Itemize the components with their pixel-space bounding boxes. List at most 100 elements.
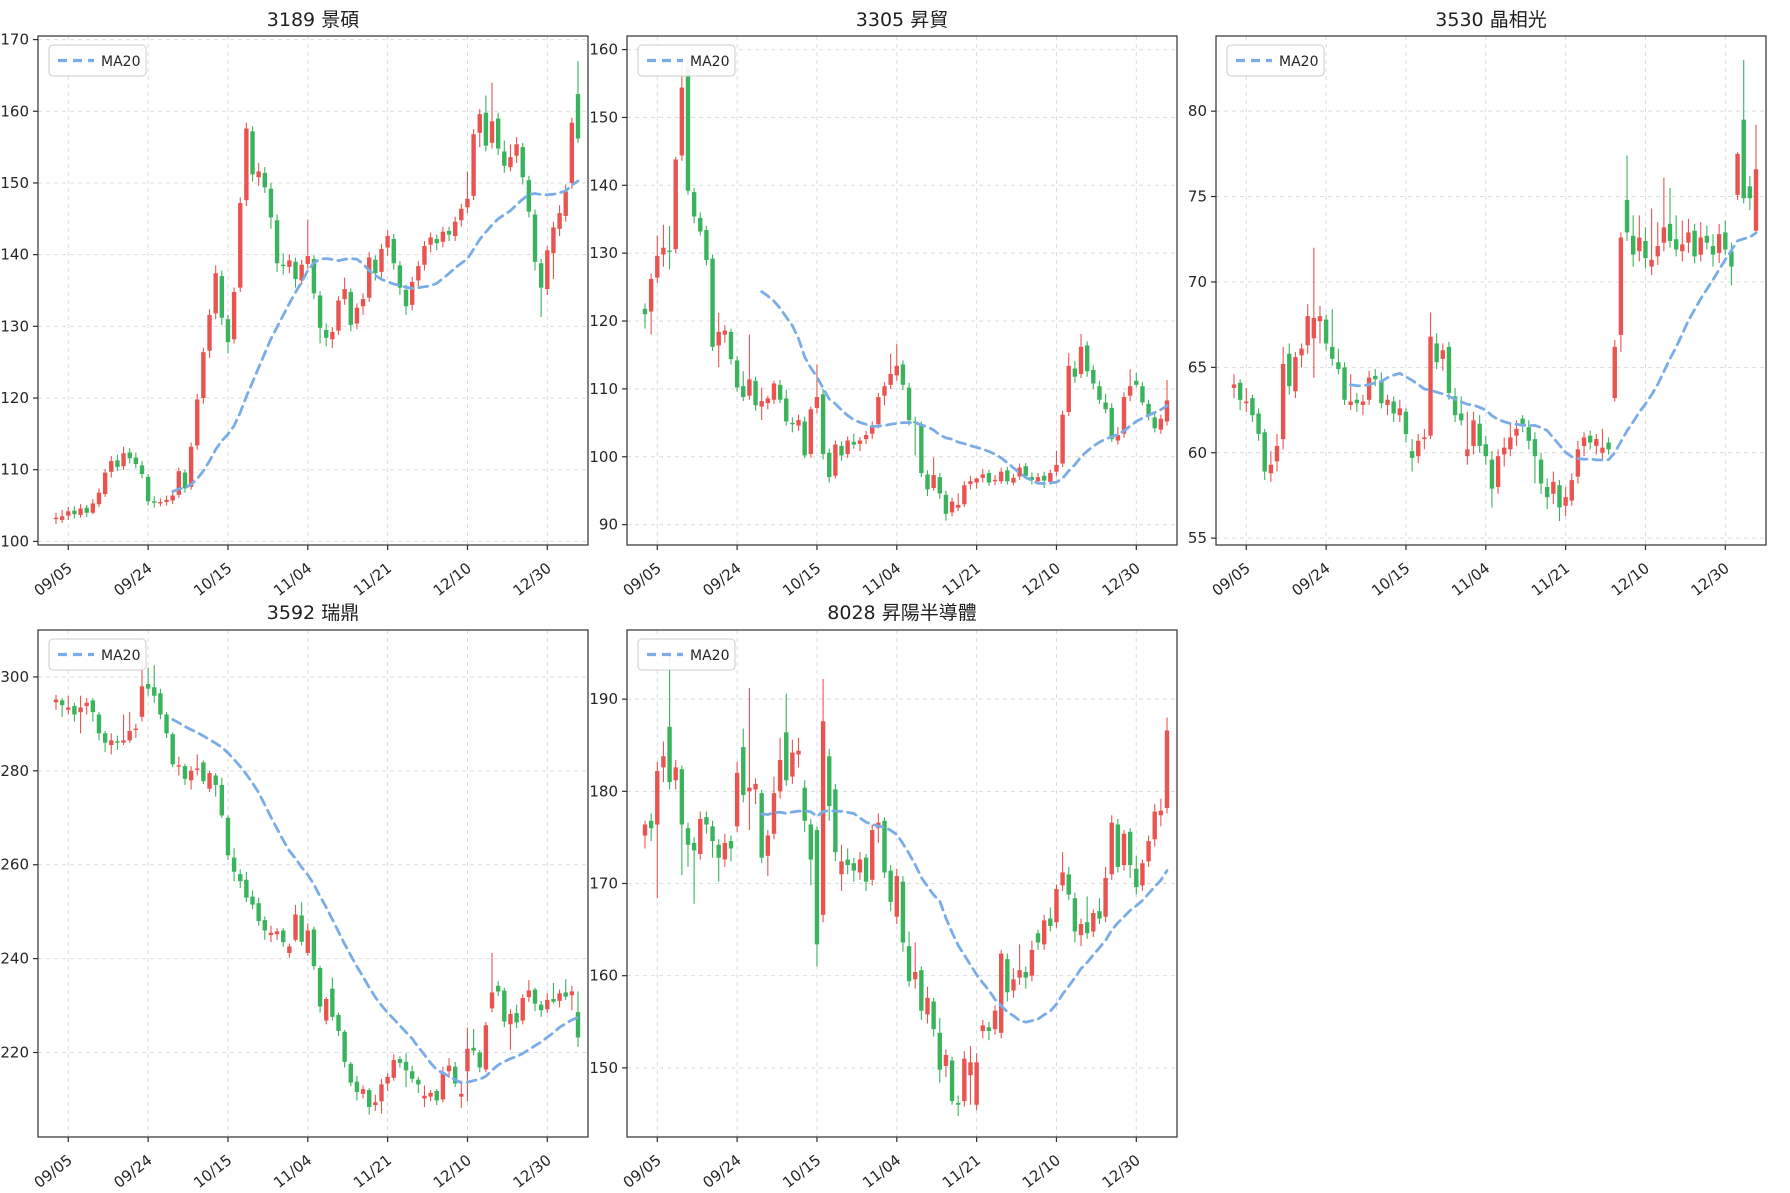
candle-body: [164, 714, 169, 734]
candle-body: [1379, 381, 1384, 404]
candle-body: [722, 330, 728, 335]
candle-body: [1115, 435, 1121, 441]
candle-body: [1422, 437, 1427, 440]
candle-body: [471, 1047, 476, 1051]
candle-body: [1403, 411, 1409, 434]
candle-body: [238, 874, 243, 882]
x-tick-label: 09/05: [620, 1151, 665, 1189]
candle-body: [324, 329, 329, 338]
y-tick-label: 55: [1188, 529, 1207, 547]
candle-body: [502, 151, 507, 166]
candle-body: [508, 1014, 513, 1025]
chart-3530: 55 60 65 70 75 80 09/05 09/24 10/15 11/04 11/21 12/…: [1188, 35, 1767, 600]
candle-body: [857, 440, 863, 444]
candle-body: [1164, 400, 1170, 422]
candle-body: [1391, 401, 1396, 414]
candle-body: [1152, 417, 1157, 429]
candle-body: [1091, 369, 1096, 384]
candle-body: [115, 741, 120, 743]
candle-body: [716, 331, 721, 346]
candle-body: [827, 452, 832, 478]
plot-border: [1215, 35, 1767, 546]
ma20-line: [760, 290, 1169, 486]
candle-body: [391, 238, 396, 264]
x-tick-label: 10/15: [779, 559, 824, 600]
x-tick-label: 12/30: [1688, 559, 1733, 600]
candle-body: [845, 859, 850, 866]
candle-body: [759, 793, 764, 858]
candle-body: [545, 250, 550, 290]
candle-body: [1502, 447, 1507, 455]
x-tick-label: 12/30: [1099, 559, 1144, 600]
candle-body: [992, 1010, 998, 1030]
legend: MA20: [48, 638, 147, 671]
candle-body: [409, 281, 415, 305]
candle-body: [1035, 933, 1041, 943]
candle-body: [330, 988, 335, 1017]
candle-body: [305, 256, 310, 264]
candle-body: [373, 1102, 378, 1106]
candle-body: [434, 1090, 439, 1101]
x-tick-label: 11/04: [270, 1151, 315, 1189]
candle-body: [176, 471, 182, 495]
candle-body: [1581, 437, 1587, 446]
x-tick-label: 11/04: [270, 559, 315, 600]
candle-body: [888, 870, 893, 902]
candle-body: [188, 770, 194, 781]
candle-body: [943, 494, 949, 514]
candle-body: [1741, 119, 1746, 199]
candle-body: [158, 501, 163, 504]
candle-body: [1723, 232, 1728, 250]
candle-body: [1557, 485, 1562, 508]
candle-body: [1360, 401, 1366, 405]
ma20-line: [760, 809, 1169, 1024]
candle-body: [1655, 246, 1660, 257]
y-tick-label: 75: [1188, 188, 1207, 206]
candle-body: [575, 94, 581, 139]
y-tick-label: 100: [589, 448, 618, 466]
candle-body: [459, 1093, 464, 1097]
candle-body: [145, 683, 151, 689]
candle-body: [655, 771, 660, 825]
candle-body: [691, 842, 697, 851]
candle-body: [876, 397, 881, 425]
candle-body: [102, 733, 108, 743]
candle-body: [648, 278, 654, 312]
candle-body: [1005, 470, 1010, 482]
axes: 150 160 170 180 190 09/05 09/24 10/15 11/04 11/21…: [589, 690, 1143, 1192]
candle-body: [808, 409, 814, 455]
candle-body: [1440, 350, 1445, 359]
x-tick-label: 10/15: [1368, 559, 1413, 600]
candle-body: [937, 1032, 942, 1070]
candle-body: [1612, 346, 1617, 399]
candle-body: [139, 465, 145, 475]
candle-body: [471, 134, 476, 196]
candle-body: [305, 930, 310, 953]
candle-body: [59, 700, 65, 706]
candle-body: [262, 172, 267, 188]
candle-body: [949, 501, 955, 513]
candle-body: [53, 517, 59, 520]
candle-body: [231, 857, 237, 872]
candle-body: [127, 730, 132, 741]
candle-body: [96, 492, 102, 505]
candle-body: [992, 479, 998, 482]
candle-body: [790, 752, 795, 777]
candle-body: [483, 1025, 489, 1070]
y-tick-label: 100: [0, 532, 29, 550]
candle-body: [575, 1012, 581, 1038]
candle-body: [526, 180, 532, 212]
x-tick-label: 12/10: [1019, 559, 1064, 600]
candle-body: [710, 258, 715, 347]
candle-body: [642, 824, 648, 836]
candle-body: [1035, 477, 1041, 482]
candle-body: [759, 401, 764, 407]
candle-body: [747, 379, 752, 396]
plot-border: [37, 35, 589, 546]
candle-body: [397, 265, 403, 288]
plot-border: [37, 629, 589, 1138]
candle-body: [667, 250, 672, 252]
candle-body: [477, 1052, 482, 1068]
candle-body: [931, 475, 936, 488]
